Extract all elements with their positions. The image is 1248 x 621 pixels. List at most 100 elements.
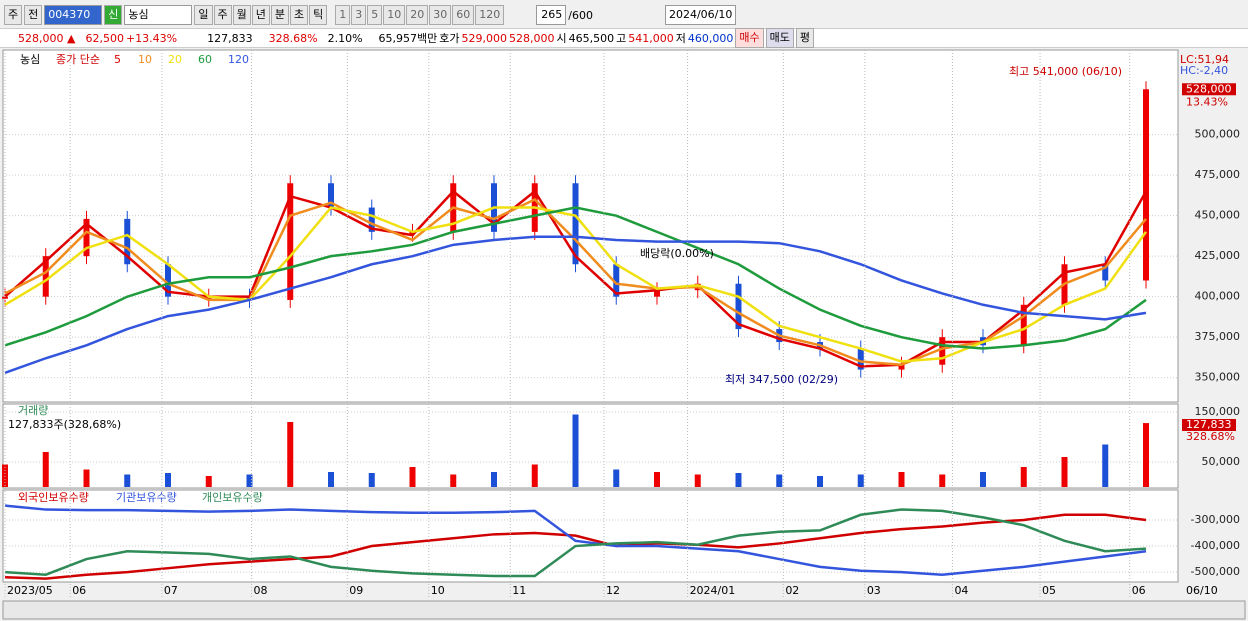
change: 62,500 — [85, 31, 124, 45]
y-tick-label: 450,000 — [1195, 209, 1241, 222]
interval-button[interactable]: 120 — [475, 5, 505, 25]
last-volume: 127,833 — [1186, 418, 1232, 431]
line — [4, 206, 1147, 350]
buy-button[interactable]: 매수 — [735, 28, 764, 48]
x-tick-label: 08 — [254, 584, 268, 597]
period-button[interactable]: 주 — [213, 5, 232, 25]
volume-bar — [857, 474, 864, 487]
volume-bar — [694, 474, 701, 487]
volume-bar — [776, 474, 783, 487]
count[interactable]: 265 — [536, 5, 567, 25]
volume-bar — [654, 472, 660, 487]
lc: LC:51,94 — [1180, 53, 1229, 66]
legend-item: 120 — [228, 53, 249, 66]
volume-bar — [42, 452, 49, 487]
intervals: 1 3 5 10 20 30 60 120 — [335, 5, 505, 25]
avg-button[interactable]: 평 — [795, 28, 815, 48]
last-price: 528,000 — [1186, 82, 1232, 95]
legend-item: 10 — [138, 53, 152, 66]
annotation-dividend: 배당락(0.00%) — [640, 247, 714, 260]
y-tick-label: 150,000 — [1195, 405, 1241, 418]
period-button[interactable]: 년 — [251, 5, 270, 25]
candle — [654, 290, 660, 297]
volume-bar — [328, 472, 334, 487]
annotation-high: 최고 541,000 (06/10) — [1009, 65, 1122, 78]
volume-bar — [572, 414, 579, 487]
candle — [1102, 264, 1109, 281]
y-tick-label: 50,000 — [1202, 455, 1241, 468]
scrollbar[interactable] — [2, 600, 1246, 620]
sell-button[interactable]: 매도 — [765, 28, 794, 48]
turnover: 2.10% — [327, 31, 363, 45]
open: 465,500 — [568, 31, 615, 45]
y-tick-label: 375,000 — [1195, 330, 1241, 343]
ma-label: 종가 단순 — [56, 53, 100, 66]
x-tick-label: 2023/05 — [7, 584, 53, 597]
stock-name[interactable]: 농심 — [124, 5, 193, 25]
volume-bar — [980, 472, 986, 487]
candle — [1143, 89, 1149, 281]
period-button[interactable]: 월 — [232, 5, 251, 25]
price: 528,000 ▲ — [18, 31, 76, 45]
interval-button[interactable]: 10 — [383, 5, 406, 25]
period-button[interactable]: 분 — [270, 5, 289, 25]
interval-button[interactable]: 30 — [429, 5, 452, 25]
interval-button[interactable]: 1 — [335, 5, 351, 25]
legend-item: 20 — [168, 53, 182, 66]
volume-bar — [83, 469, 90, 487]
y-tick-label: 400,000 — [1195, 290, 1241, 303]
candle — [287, 183, 294, 300]
vol-ratio: 328.68% — [268, 31, 318, 45]
x-tick-label: 04 — [954, 584, 968, 597]
pane-title: 거래량 — [18, 404, 48, 417]
volume-bar — [246, 474, 253, 487]
volume-bar — [2, 464, 8, 487]
x-end-label: 06/10 — [1186, 584, 1218, 597]
prev[interactable]: 전 — [24, 5, 43, 25]
volume-bar — [735, 473, 742, 487]
legend-item: 개인보유수량 — [202, 491, 263, 504]
volume-bar — [124, 474, 131, 487]
bid-label: 호가 — [439, 32, 460, 45]
credit[interactable]: 신 — [104, 5, 123, 25]
interval-button[interactable]: 60 — [452, 5, 475, 25]
interval-button[interactable]: 3 — [351, 5, 367, 25]
y-tick-label: -500,000 — [1191, 565, 1240, 578]
volume-bar — [939, 474, 946, 487]
last-volume-rate: 328.68% — [1186, 430, 1235, 443]
candle — [368, 207, 375, 232]
candle — [572, 183, 579, 265]
market[interactable]: 주 — [4, 5, 23, 25]
volume-bar — [1143, 423, 1149, 487]
period-button[interactable]: 틱 — [309, 5, 328, 25]
date[interactable]: 2024/06/10 — [664, 5, 737, 25]
volume-bar — [450, 474, 457, 487]
x-tick-label: 03 — [867, 584, 881, 597]
x-tick-label: 12 — [606, 584, 620, 597]
x-tick-label: 06 — [1132, 584, 1146, 597]
rate: +13.43% — [125, 31, 178, 45]
interval-button[interactable]: 5 — [367, 5, 383, 25]
candle — [857, 348, 864, 370]
volume-bar — [205, 476, 212, 487]
candle — [42, 256, 49, 297]
x-tick-label: 11 — [512, 584, 526, 597]
interval-button[interactable]: 20 — [406, 5, 429, 25]
candle — [1020, 304, 1027, 346]
candle — [2, 296, 8, 299]
candle — [939, 337, 946, 365]
volume-bar — [898, 472, 905, 487]
annotation-low: 최저 347,500 (02/29) — [725, 373, 838, 386]
x-tick-label: 05 — [1042, 584, 1056, 597]
x-tick-label: 07 — [164, 584, 178, 597]
last-volume-tag — [1182, 419, 1236, 431]
period-button[interactable]: 초 — [290, 5, 309, 25]
candle — [124, 218, 131, 265]
period-button[interactable]: 일 — [194, 5, 213, 25]
line — [4, 504, 1147, 576]
code[interactable]: 004370 — [44, 5, 103, 25]
legend-item: 5 — [114, 53, 121, 66]
volume-bar — [817, 476, 823, 487]
